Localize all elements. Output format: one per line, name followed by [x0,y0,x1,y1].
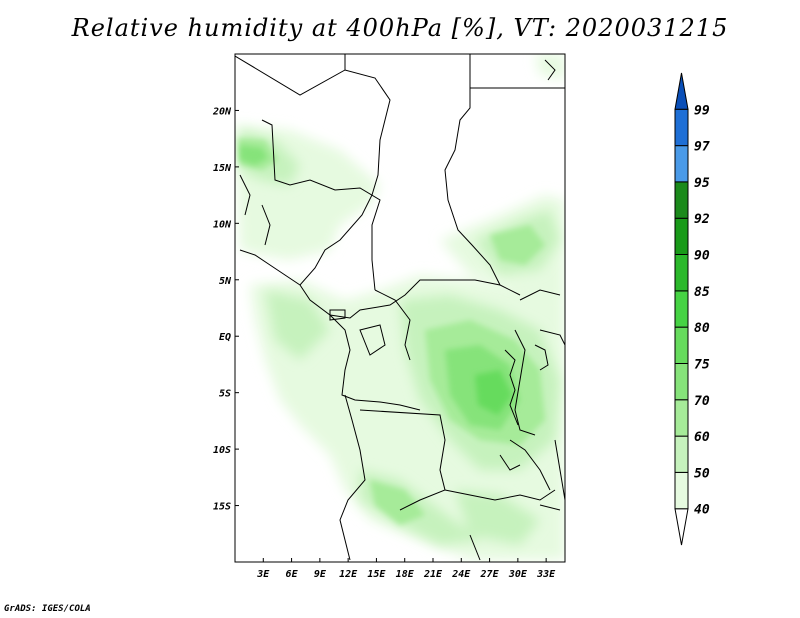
lon-tick-label: 3E [256,569,270,580]
colorbar-segment [674,508,689,546]
colorbar-segment [674,362,689,401]
lon-tick-label: 27E [480,569,500,580]
colorbar-segment [674,435,689,473]
lat-tick-label: 20N [212,106,232,117]
colorbar-label: 92 [694,212,710,227]
colorbar: 40 50 60 70 75 80 85 90 92 95 97 99 [674,72,710,546]
lat-tick-label: 5N [219,276,232,287]
lon-tick-label: 24E [451,569,471,580]
lat-tick-label: EQ [219,332,231,343]
lon-tick-label: 33E [536,569,556,580]
lat-tick-label: 15S [213,502,231,513]
lon-tick-label: 30E [508,569,528,580]
colorbar-label: 70 [694,394,710,409]
colorbar-label: 95 [694,176,710,191]
map-axes: 3E 6E 9E 12E 15E 18E 21E 24E 27E 30E 33E 20N 15N 10N 5… [212,106,556,580]
colorbar-segment [674,181,689,219]
colorbar-segment [674,254,689,292]
country-boundaries [235,54,565,561]
lon-tick-label: 9E [314,569,327,580]
colorbar-segment [674,145,689,183]
colorbar-segment [674,326,689,364]
plot-frame [234,53,566,563]
colorbar-label: 50 [694,466,710,481]
colorbar-segment [674,290,689,328]
lat-tick-label: 5S [219,389,231,400]
lat-tick-label: 10N [213,219,232,230]
humidity-field [235,54,565,562]
lon-tick-label: 12E [339,569,358,580]
colorbar-label: 75 [694,357,710,372]
colorbar-segment [674,399,689,437]
colorbar-label: 80 [694,321,710,336]
colorbar-segment [674,72,689,110]
lon-tick-label: 15E [367,569,386,580]
colorbar-segment [674,108,689,147]
colorbar-label: 99 [694,103,710,118]
map-title: Relative humidity at 400hPa [%], VT: 202… [71,14,729,42]
colorbar-label: 97 [694,140,710,155]
lon-tick-label: 6E [286,569,299,580]
colorbar-label: 60 [694,430,710,445]
colorbar-segment [674,217,689,256]
colorbar-label: 40 [694,503,710,518]
colorbar-label: 85 [694,285,710,300]
lon-tick-label: 18E [396,569,415,580]
lat-tick-label: 10S [213,445,231,456]
colorbar-segment [674,471,689,510]
lon-tick-label: 21E [423,569,443,580]
lat-tick-label: 15N [213,163,232,174]
grads-credit: GrADS: IGES/COLA [4,604,91,614]
colorbar-label: 90 [694,249,710,264]
